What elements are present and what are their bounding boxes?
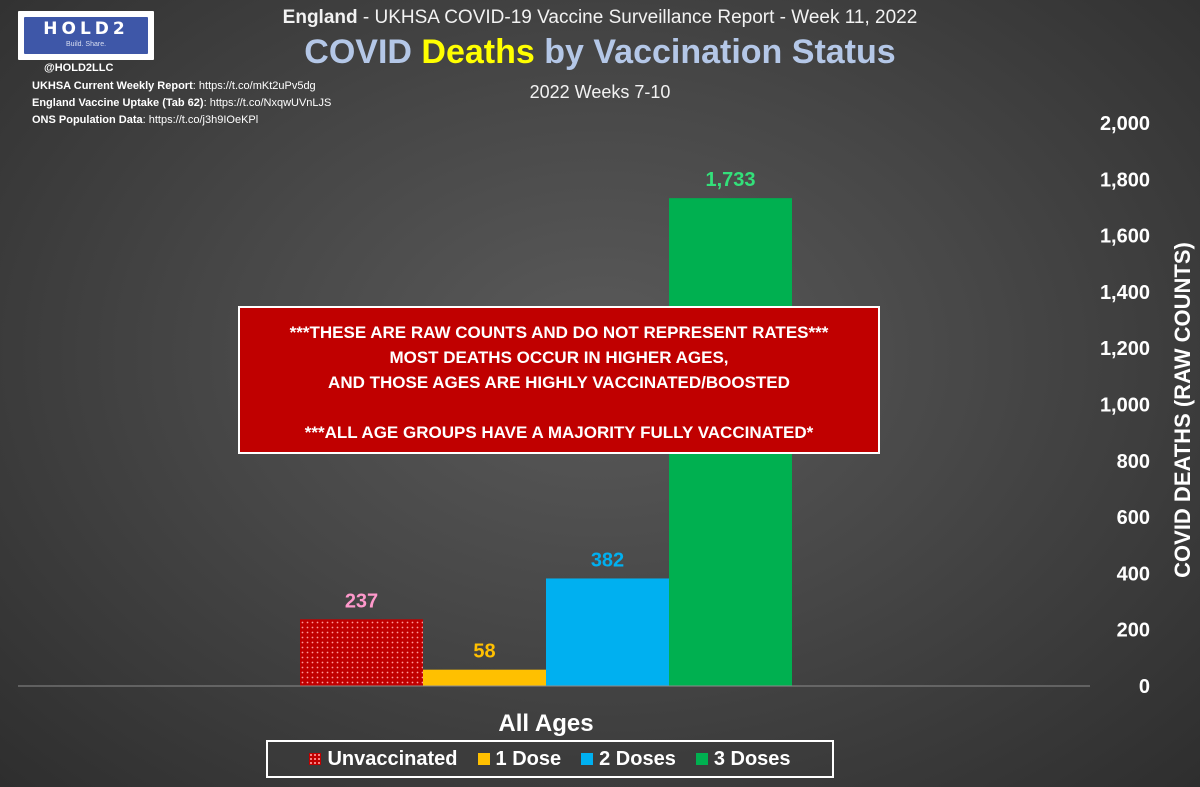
legend-swatch — [695, 753, 708, 765]
bar-2-doses — [546, 578, 669, 686]
y-tick-label: 1,000 — [1100, 395, 1150, 417]
bar-1-dose — [423, 669, 546, 686]
y-tick-label: 1,400 — [1100, 282, 1150, 304]
x-category-label: All Ages — [498, 710, 593, 737]
source-line-2: England Vaccine Uptake (Tab 62): https:/… — [32, 97, 332, 109]
data-label-3-doses: 1,733 — [705, 169, 755, 191]
y-tick-label: 1,800 — [1100, 169, 1150, 191]
y-tick-label: 0 — [1139, 676, 1150, 698]
banner-line: MOST DEATHS OCCUR IN HIGHER AGES, — [389, 348, 729, 367]
chart-subtitle: 2022 Weeks 7-10 — [529, 82, 671, 102]
y-tick-label: 800 — [1117, 451, 1150, 473]
legend-item-2-doses: 2 Doses — [581, 748, 676, 771]
chart-legend: Unvaccinated 1 Dose 2 Doses 3 Doses — [266, 740, 834, 778]
legend-item-1-dose: 1 Dose — [477, 748, 561, 771]
data-label-1-dose: 58 — [473, 641, 495, 663]
hold2-logo: HOLD2 Build. Share. — [18, 11, 154, 60]
y-axis-label: COVID DEATHS (RAW COUNTS) — [1170, 242, 1195, 578]
legend-item-3-doses: 3 Doses — [695, 748, 791, 771]
y-tick-label: 1,200 — [1100, 338, 1150, 360]
legend-item-unvaccinated: Unvaccinated — [309, 748, 458, 771]
legend-swatch — [581, 753, 594, 765]
author-handle: @HOLD2LLC — [44, 62, 114, 74]
source-line-3: ONS Population Data: https://t.co/j3h9IO… — [32, 114, 259, 126]
banner-line: ***THESE ARE RAW COUNTS AND DO NOT REPRE… — [289, 323, 829, 342]
y-tick-label: 600 — [1117, 507, 1150, 529]
y-tick-label: 1,600 — [1100, 226, 1150, 248]
y-tick-label: 2,000 — [1100, 113, 1150, 135]
bar-unvaccinated — [300, 619, 423, 686]
chart-title: COVID Deaths by Vaccination Status — [304, 33, 896, 71]
legend-swatch — [477, 753, 490, 765]
banner-line: AND THOSE AGES ARE HIGHLY VACCINATED/BOO… — [328, 373, 790, 392]
data-label-2-doses: 382 — [591, 549, 624, 571]
banner-line — [240, 395, 878, 420]
report-supertitle: England - UKHSA COVID-19 Vaccine Surveil… — [282, 7, 918, 28]
legend-swatch — [309, 753, 322, 765]
y-tick-label: 200 — [1117, 620, 1150, 642]
warning-banner: ***THESE ARE RAW COUNTS AND DO NOT REPRE… — [238, 306, 880, 454]
source-line-1: UKHSA Current Weekly Report: https://t.c… — [32, 80, 316, 92]
banner-line: ***ALL AGE GROUPS HAVE A MAJORITY FULLY … — [304, 423, 814, 442]
data-label-unvaccinated: 237 — [345, 590, 378, 612]
y-tick-label: 400 — [1117, 563, 1150, 585]
